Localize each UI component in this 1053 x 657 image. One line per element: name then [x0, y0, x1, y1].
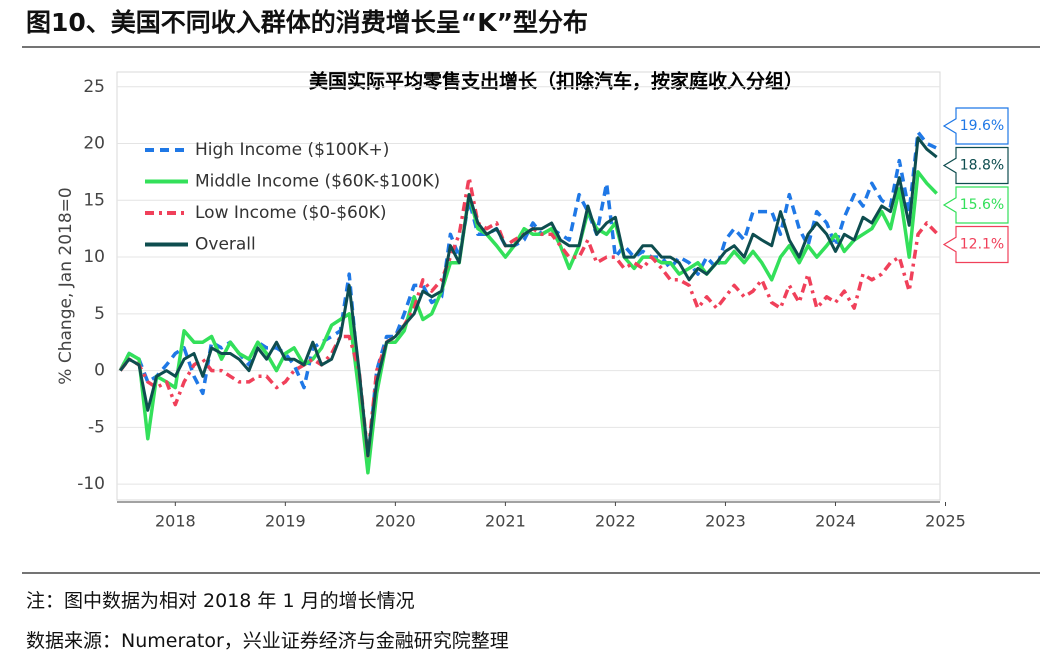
x-tick-label: 2022 — [595, 512, 636, 531]
x-tick-label: 2019 — [265, 512, 306, 531]
y-tick-label: 0 — [94, 361, 105, 381]
end-label-box — [942, 225, 1009, 264]
series-line — [118, 175, 938, 458]
end-label-box — [942, 146, 1009, 185]
end-label: 18.8% — [960, 158, 1004, 174]
x-tick-label: 2018 — [155, 512, 196, 531]
figure-title: 图10、美国不同收入群体的消费增长呈“K”型分布 — [26, 8, 588, 37]
legend-label: High Income ($100K+) — [195, 140, 389, 160]
y-tick-label: 10 — [83, 247, 105, 267]
y-tick-label: -10 — [77, 474, 105, 494]
end-label-box — [942, 107, 1009, 145]
legend-label: Overall — [195, 235, 256, 255]
end-label: 19.6% — [960, 118, 1004, 134]
chart-title: 美国实际平均零售支出增长（扣除汽车，按家庭收入分组） — [309, 70, 803, 93]
legend-label: Middle Income ($60K-$100K) — [195, 172, 440, 192]
y-tick-label: 5 — [94, 304, 105, 324]
x-tick-label: 2020 — [375, 512, 416, 531]
plot-frame — [116, 71, 941, 501]
legend-label: Low Income ($0-$60K) — [195, 203, 386, 223]
end-label-box — [942, 186, 1009, 224]
end-label: 15.6% — [960, 197, 1004, 213]
y-axis-label: % Change, Jan 2018=0 — [56, 187, 76, 384]
y-tick-label: 20 — [83, 134, 105, 154]
end-label: 12.1% — [960, 237, 1004, 253]
x-tick-label: 2024 — [815, 512, 856, 531]
source: 数据来源：Numerator，兴业证券经济与金融研究院整理 — [26, 630, 509, 652]
series-line — [119, 136, 938, 458]
x-tick-label: 2025 — [925, 512, 966, 531]
y-tick-label: -5 — [88, 417, 105, 437]
note: 注：图中数据为相对 2018 年 1 月的增长情况 — [26, 590, 415, 612]
y-tick-label: 15 — [83, 190, 105, 210]
y-tick-label: 25 — [83, 77, 105, 97]
x-tick-label: 2023 — [705, 512, 746, 531]
x-tick-label: 2021 — [485, 512, 526, 531]
